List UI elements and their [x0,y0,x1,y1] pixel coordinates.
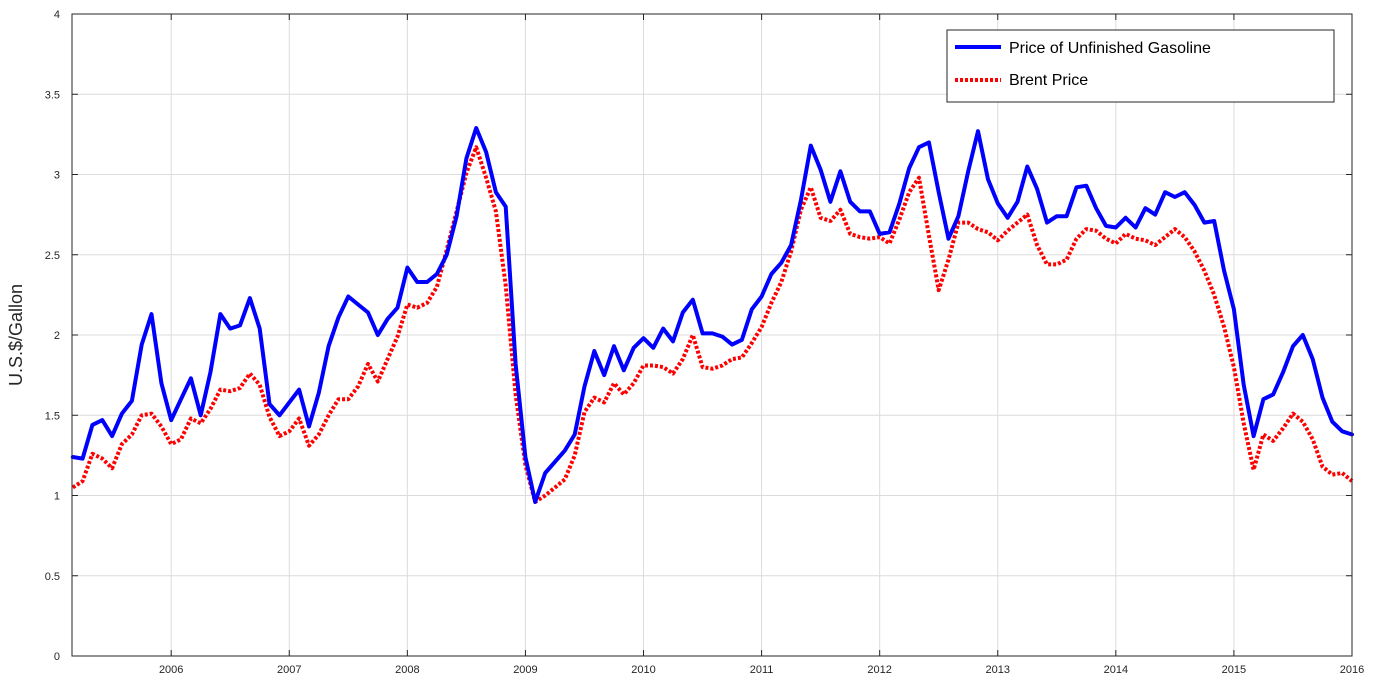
y-tick-label: 2 [54,330,60,342]
series-line-price-of-unfinished-gasoline [70,126,1354,504]
y-tick-label: 1 [54,491,60,503]
y-tick-label: 3.5 [45,89,60,101]
y-tick-label: 1.5 [45,410,60,422]
x-tick-label: 2010 [631,664,655,676]
x-tick-label: 2009 [513,664,537,676]
legend: Price of Unfinished Gasoline Brent Price [946,29,1335,103]
y-axis: 0 0.5 1 1.5 2 2.5 3 3.5 4 [45,9,1352,663]
y-tick-label: 0 [54,651,60,663]
series-line-brent-price [71,145,1354,504]
x-tick-label: 2011 [750,664,774,676]
grid-lines [72,14,1352,656]
y-tick-label: 3 [54,170,60,182]
y-axis-label: U.S.$/Gallon [6,284,26,386]
x-tick-label: 2013 [986,664,1010,676]
y-tick-label: 2.5 [45,250,60,262]
legend-label-price-of-unfinished-gasoline: Price of Unfinished Gasoline [1009,40,1211,57]
series-layer [70,126,1354,504]
x-tick-label: 2016 [1340,664,1364,676]
y-tick-label: 0.5 [45,571,60,583]
x-tick-label: 2014 [1104,664,1128,676]
legend-box [946,29,1335,103]
x-axis: 2006 2007 2008 2009 2010 2011 2012 2013 2014 2015… [159,14,1364,676]
x-tick-label: 2008 [395,664,419,676]
y-tick-label: 4 [54,9,60,21]
x-tick-label: 2015 [1222,664,1246,676]
legend-label-brent-price: Brent Price [1009,72,1088,89]
x-tick-label: 2007 [277,664,301,676]
x-tick-label: 2012 [867,664,891,676]
x-tick-label: 2006 [159,664,183,676]
